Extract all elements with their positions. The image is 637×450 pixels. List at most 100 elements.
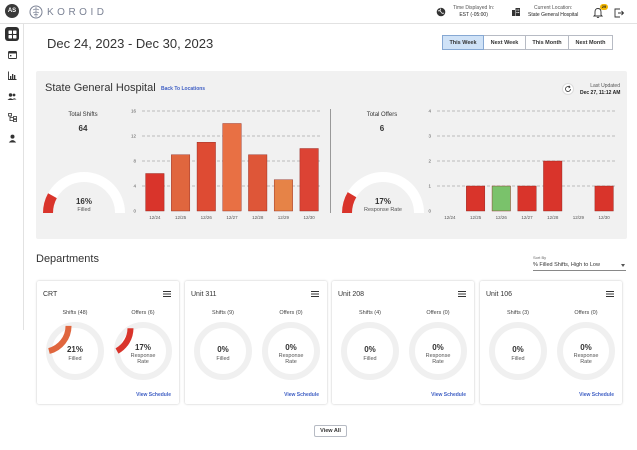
- filled-ring-track: [194, 322, 252, 380]
- filled-ring: 0% Filled: [194, 322, 252, 380]
- total-shifts-value: 64: [78, 124, 88, 133]
- x-tick-label: 12/27: [226, 215, 238, 220]
- response-caption-line2: Rate: [432, 359, 444, 365]
- users-icon: [7, 92, 17, 100]
- y-tick-label: 3: [428, 134, 431, 139]
- offers-count-label: Offers (0): [279, 310, 303, 316]
- y-tick-label: 0: [428, 209, 431, 214]
- response-caption-line1: Response: [279, 353, 304, 359]
- response-caption-line2: Rate: [580, 359, 592, 365]
- bar[interactable]: [171, 154, 191, 212]
- departments-title: Departments: [36, 253, 99, 265]
- view-schedule-link[interactable]: View Schedule: [431, 392, 466, 398]
- filled-percent: 0%: [512, 345, 524, 354]
- bar[interactable]: [145, 173, 165, 212]
- building-icon: [512, 8, 520, 16]
- location-label: Current Location:: [533, 5, 573, 11]
- gauge-percent: 16%: [76, 197, 92, 206]
- filled-ring: 0% Filled: [489, 322, 547, 380]
- timezone-selector[interactable]: Time Displayed In: EST (-05:00): [436, 4, 494, 20]
- bar[interactable]: [196, 142, 216, 212]
- globe-icon: [436, 7, 446, 17]
- gauge-caption: Filled: [77, 207, 90, 213]
- panel-divider: [330, 109, 331, 213]
- location-selector[interactable]: Current Location: State General Hospital: [511, 4, 578, 20]
- y-tick-label: 4: [133, 184, 136, 189]
- person-icon: [8, 134, 16, 142]
- bar[interactable]: [273, 179, 293, 212]
- avatar[interactable]: AS: [5, 4, 19, 18]
- sidebar-item-dashboard[interactable]: [5, 27, 19, 41]
- logo[interactable]: KOROID: [29, 4, 107, 20]
- gauge-caption: Response Rate: [364, 207, 402, 213]
- timezone-value: EST (-05:00): [459, 12, 488, 18]
- response-ring: 0% Response Rate: [557, 322, 615, 380]
- bar[interactable]: [299, 148, 319, 212]
- sidebar: [0, 24, 24, 330]
- sidebar-item-calendar[interactable]: [5, 47, 19, 61]
- filled-ring-track: [489, 322, 547, 380]
- bar[interactable]: [222, 123, 242, 212]
- next-week-button[interactable]: Next Week: [484, 35, 526, 50]
- view-schedule-link[interactable]: View Schedule: [136, 392, 171, 398]
- top-bar: AS KOROID Time Displayed In: EST (-05:00…: [0, 0, 637, 24]
- shifts-bar-chart: 0 4 8 12 16 12/24 12/25 12/26 12/27 12/28 12/29 12/…: [131, 109, 322, 220]
- notifications-button[interactable]: 29: [592, 4, 608, 19]
- response-ring-track: [409, 322, 467, 380]
- menu-icon[interactable]: [311, 291, 319, 297]
- department-name: Unit 208: [338, 291, 365, 298]
- this-week-button[interactable]: This Week: [442, 35, 484, 50]
- total-offers-value: 6: [379, 124, 385, 133]
- sort-value[interactable]: % Filled Shifts, High to Low: [533, 262, 626, 271]
- bar[interactable]: [491, 185, 511, 212]
- menu-icon[interactable]: [163, 291, 171, 297]
- bar[interactable]: [466, 185, 486, 212]
- menu-icon[interactable]: [458, 291, 466, 297]
- date-range-title: Dec 24, 2023 - Dec 30, 2023: [47, 36, 214, 51]
- department-card: Unit 208 Shifts (4) Offers (0) 0% Filled…: [332, 281, 474, 404]
- sidebar-item-reports[interactable]: [5, 68, 19, 82]
- hospital-summary-panel: State General Hospital Back To Locations…: [36, 71, 627, 239]
- bell-icon: [592, 8, 604, 19]
- response-percent: 0%: [580, 343, 592, 352]
- view-schedule-link[interactable]: View Schedule: [284, 392, 319, 398]
- y-tick-label: 8: [133, 159, 136, 164]
- y-tick-label: 12: [131, 134, 137, 139]
- y-tick-label: 1: [428, 184, 431, 189]
- sidebar-item-staff[interactable]: [5, 89, 19, 103]
- menu-icon[interactable]: [606, 291, 614, 297]
- bar[interactable]: [517, 185, 537, 212]
- back-to-locations-link[interactable]: Back To Locations: [161, 86, 206, 92]
- notification-badge: 29: [600, 4, 608, 10]
- view-all-button[interactable]: View All: [314, 425, 347, 437]
- filled-ring: 0% Filled: [341, 322, 399, 380]
- response-percent: 17%: [135, 343, 151, 352]
- bar-chart-icon: [7, 71, 16, 80]
- sidebar-item-profile[interactable]: [5, 131, 19, 145]
- x-tick-label: 12/25: [470, 215, 482, 220]
- next-month-button[interactable]: Next Month: [569, 35, 613, 50]
- view-schedule-link[interactable]: View Schedule: [579, 392, 614, 398]
- sort-select[interactable]: Sort By % Filled Shifts, High to Low: [533, 255, 626, 271]
- response-caption-line2: Rate: [285, 359, 297, 365]
- y-tick-label: 2: [428, 159, 431, 164]
- bar[interactable]: [248, 154, 268, 212]
- x-tick-label: 12/28: [252, 215, 264, 220]
- filled-ring: 21% Filled: [46, 322, 104, 380]
- total-offers-label: Total Offers: [366, 112, 398, 118]
- filled-caption: Filled: [363, 356, 376, 362]
- hospital-title: State General Hospital: [45, 82, 156, 94]
- bar[interactable]: [543, 160, 563, 212]
- last-updated-label: Last Updated: [590, 83, 620, 89]
- brain-logo-icon: [29, 5, 43, 19]
- refresh-button[interactable]: [562, 83, 574, 95]
- response-caption-line2: Rate: [137, 359, 149, 365]
- bar[interactable]: [594, 185, 614, 212]
- shifts-count-label: Shifts (4): [358, 310, 381, 316]
- department-name: Unit 311: [191, 291, 217, 298]
- logout-button[interactable]: [613, 6, 625, 18]
- timezone-label: Time Displayed In:: [453, 5, 495, 11]
- filled-caption: Filled: [511, 356, 524, 362]
- this-month-button[interactable]: This Month: [526, 35, 569, 50]
- sidebar-item-structure[interactable]: [5, 110, 19, 124]
